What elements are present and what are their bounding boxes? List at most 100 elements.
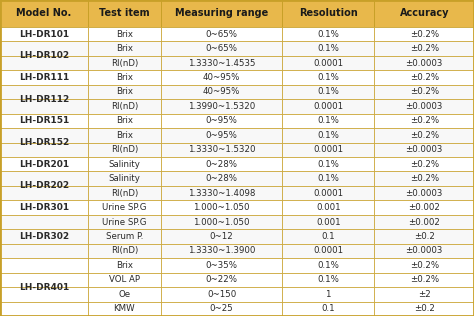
Bar	[88, 27, 161, 41]
Text: 1.3330~1.3900: 1.3330~1.3900	[188, 246, 255, 255]
Text: 0.1%: 0.1%	[317, 73, 339, 82]
Bar	[282, 186, 374, 200]
Text: ±0.2%: ±0.2%	[410, 30, 439, 39]
Bar	[282, 41, 374, 56]
Bar	[161, 99, 282, 113]
Bar	[282, 301, 374, 316]
Bar	[282, 143, 374, 157]
Bar	[282, 70, 374, 85]
Bar	[88, 113, 161, 128]
Bar	[282, 56, 374, 70]
Bar	[88, 0, 161, 27]
Text: LH-DR201: LH-DR201	[19, 160, 69, 169]
Text: Urine SP.G: Urine SP.G	[102, 217, 146, 227]
Text: 1.000~1.050: 1.000~1.050	[193, 203, 250, 212]
Text: ±0.2%: ±0.2%	[410, 88, 439, 96]
Bar	[161, 143, 282, 157]
Text: Serum P.: Serum P.	[106, 232, 143, 241]
Text: 1.3330~1.4535: 1.3330~1.4535	[188, 58, 255, 68]
Bar	[88, 186, 161, 200]
Text: Model No.: Model No.	[16, 9, 72, 18]
Bar	[374, 113, 474, 128]
Bar	[282, 157, 374, 171]
Bar	[282, 85, 374, 99]
Bar	[161, 41, 282, 56]
Bar	[88, 287, 161, 301]
Bar	[0, 128, 88, 143]
Bar	[374, 287, 474, 301]
Text: 0.1%: 0.1%	[317, 261, 339, 270]
Text: ±0.0003: ±0.0003	[406, 58, 443, 68]
Text: RI(nD): RI(nD)	[111, 246, 138, 255]
Text: Brix: Brix	[116, 44, 133, 53]
Text: VOL AP: VOL AP	[109, 275, 140, 284]
Bar	[282, 171, 374, 186]
Text: 0~28%: 0~28%	[206, 174, 237, 183]
Text: 0~95%: 0~95%	[206, 131, 237, 140]
Bar	[374, 186, 474, 200]
Text: 1.3330~1.5320: 1.3330~1.5320	[188, 145, 255, 154]
Bar	[282, 128, 374, 143]
Text: 0.1%: 0.1%	[317, 275, 339, 284]
Text: ±0.2: ±0.2	[414, 232, 435, 241]
Text: 0~65%: 0~65%	[206, 30, 237, 39]
Bar	[374, 0, 474, 27]
Bar	[282, 258, 374, 273]
Text: 0.1: 0.1	[321, 304, 335, 313]
Bar	[161, 215, 282, 229]
Bar	[282, 27, 374, 41]
Text: 1.3990~1.5320: 1.3990~1.5320	[188, 102, 255, 111]
Bar	[88, 70, 161, 85]
Text: 1.000~1.050: 1.000~1.050	[193, 217, 250, 227]
Text: 1.3330~1.4098: 1.3330~1.4098	[188, 189, 255, 198]
Text: LH-DR101: LH-DR101	[19, 30, 69, 39]
Text: ±0.2: ±0.2	[414, 304, 435, 313]
Bar	[161, 258, 282, 273]
Text: Brix: Brix	[116, 30, 133, 39]
Bar	[88, 56, 161, 70]
Bar	[0, 70, 88, 85]
Bar	[88, 85, 161, 99]
Text: 0~25: 0~25	[210, 304, 234, 313]
Text: RI(nD): RI(nD)	[111, 102, 138, 111]
Bar	[88, 258, 161, 273]
Bar	[161, 273, 282, 287]
Bar	[161, 0, 282, 27]
Bar	[161, 301, 282, 316]
Text: RI(nD): RI(nD)	[111, 58, 138, 68]
Bar	[161, 171, 282, 186]
Text: Brix: Brix	[116, 88, 133, 96]
Bar	[0, 200, 88, 215]
Text: 1: 1	[326, 290, 331, 299]
Bar	[374, 273, 474, 287]
Bar	[374, 215, 474, 229]
Text: Brix: Brix	[116, 261, 133, 270]
Bar	[282, 215, 374, 229]
Bar	[0, 113, 88, 128]
Text: LH-DR152: LH-DR152	[18, 138, 69, 147]
Bar	[88, 171, 161, 186]
Bar	[88, 273, 161, 287]
Text: 40~95%: 40~95%	[203, 88, 240, 96]
Bar	[374, 258, 474, 273]
Text: ±0.0003: ±0.0003	[406, 102, 443, 111]
Bar	[374, 229, 474, 244]
Text: 0~12: 0~12	[210, 232, 234, 241]
Bar	[0, 186, 88, 200]
Text: Brix: Brix	[116, 131, 133, 140]
Bar	[161, 70, 282, 85]
Bar	[88, 128, 161, 143]
Text: ±2: ±2	[418, 290, 430, 299]
Bar	[0, 99, 88, 113]
Text: KMW: KMW	[114, 304, 135, 313]
Text: 0~28%: 0~28%	[206, 160, 237, 169]
Text: Salinity: Salinity	[109, 160, 140, 169]
Text: ±0.0003: ±0.0003	[406, 145, 443, 154]
Text: 0~35%: 0~35%	[206, 261, 237, 270]
Bar	[161, 244, 282, 258]
Text: 0.0001: 0.0001	[313, 246, 343, 255]
Bar	[374, 41, 474, 56]
Bar	[88, 41, 161, 56]
Text: LH-DR151: LH-DR151	[18, 116, 69, 125]
Bar	[0, 287, 88, 301]
